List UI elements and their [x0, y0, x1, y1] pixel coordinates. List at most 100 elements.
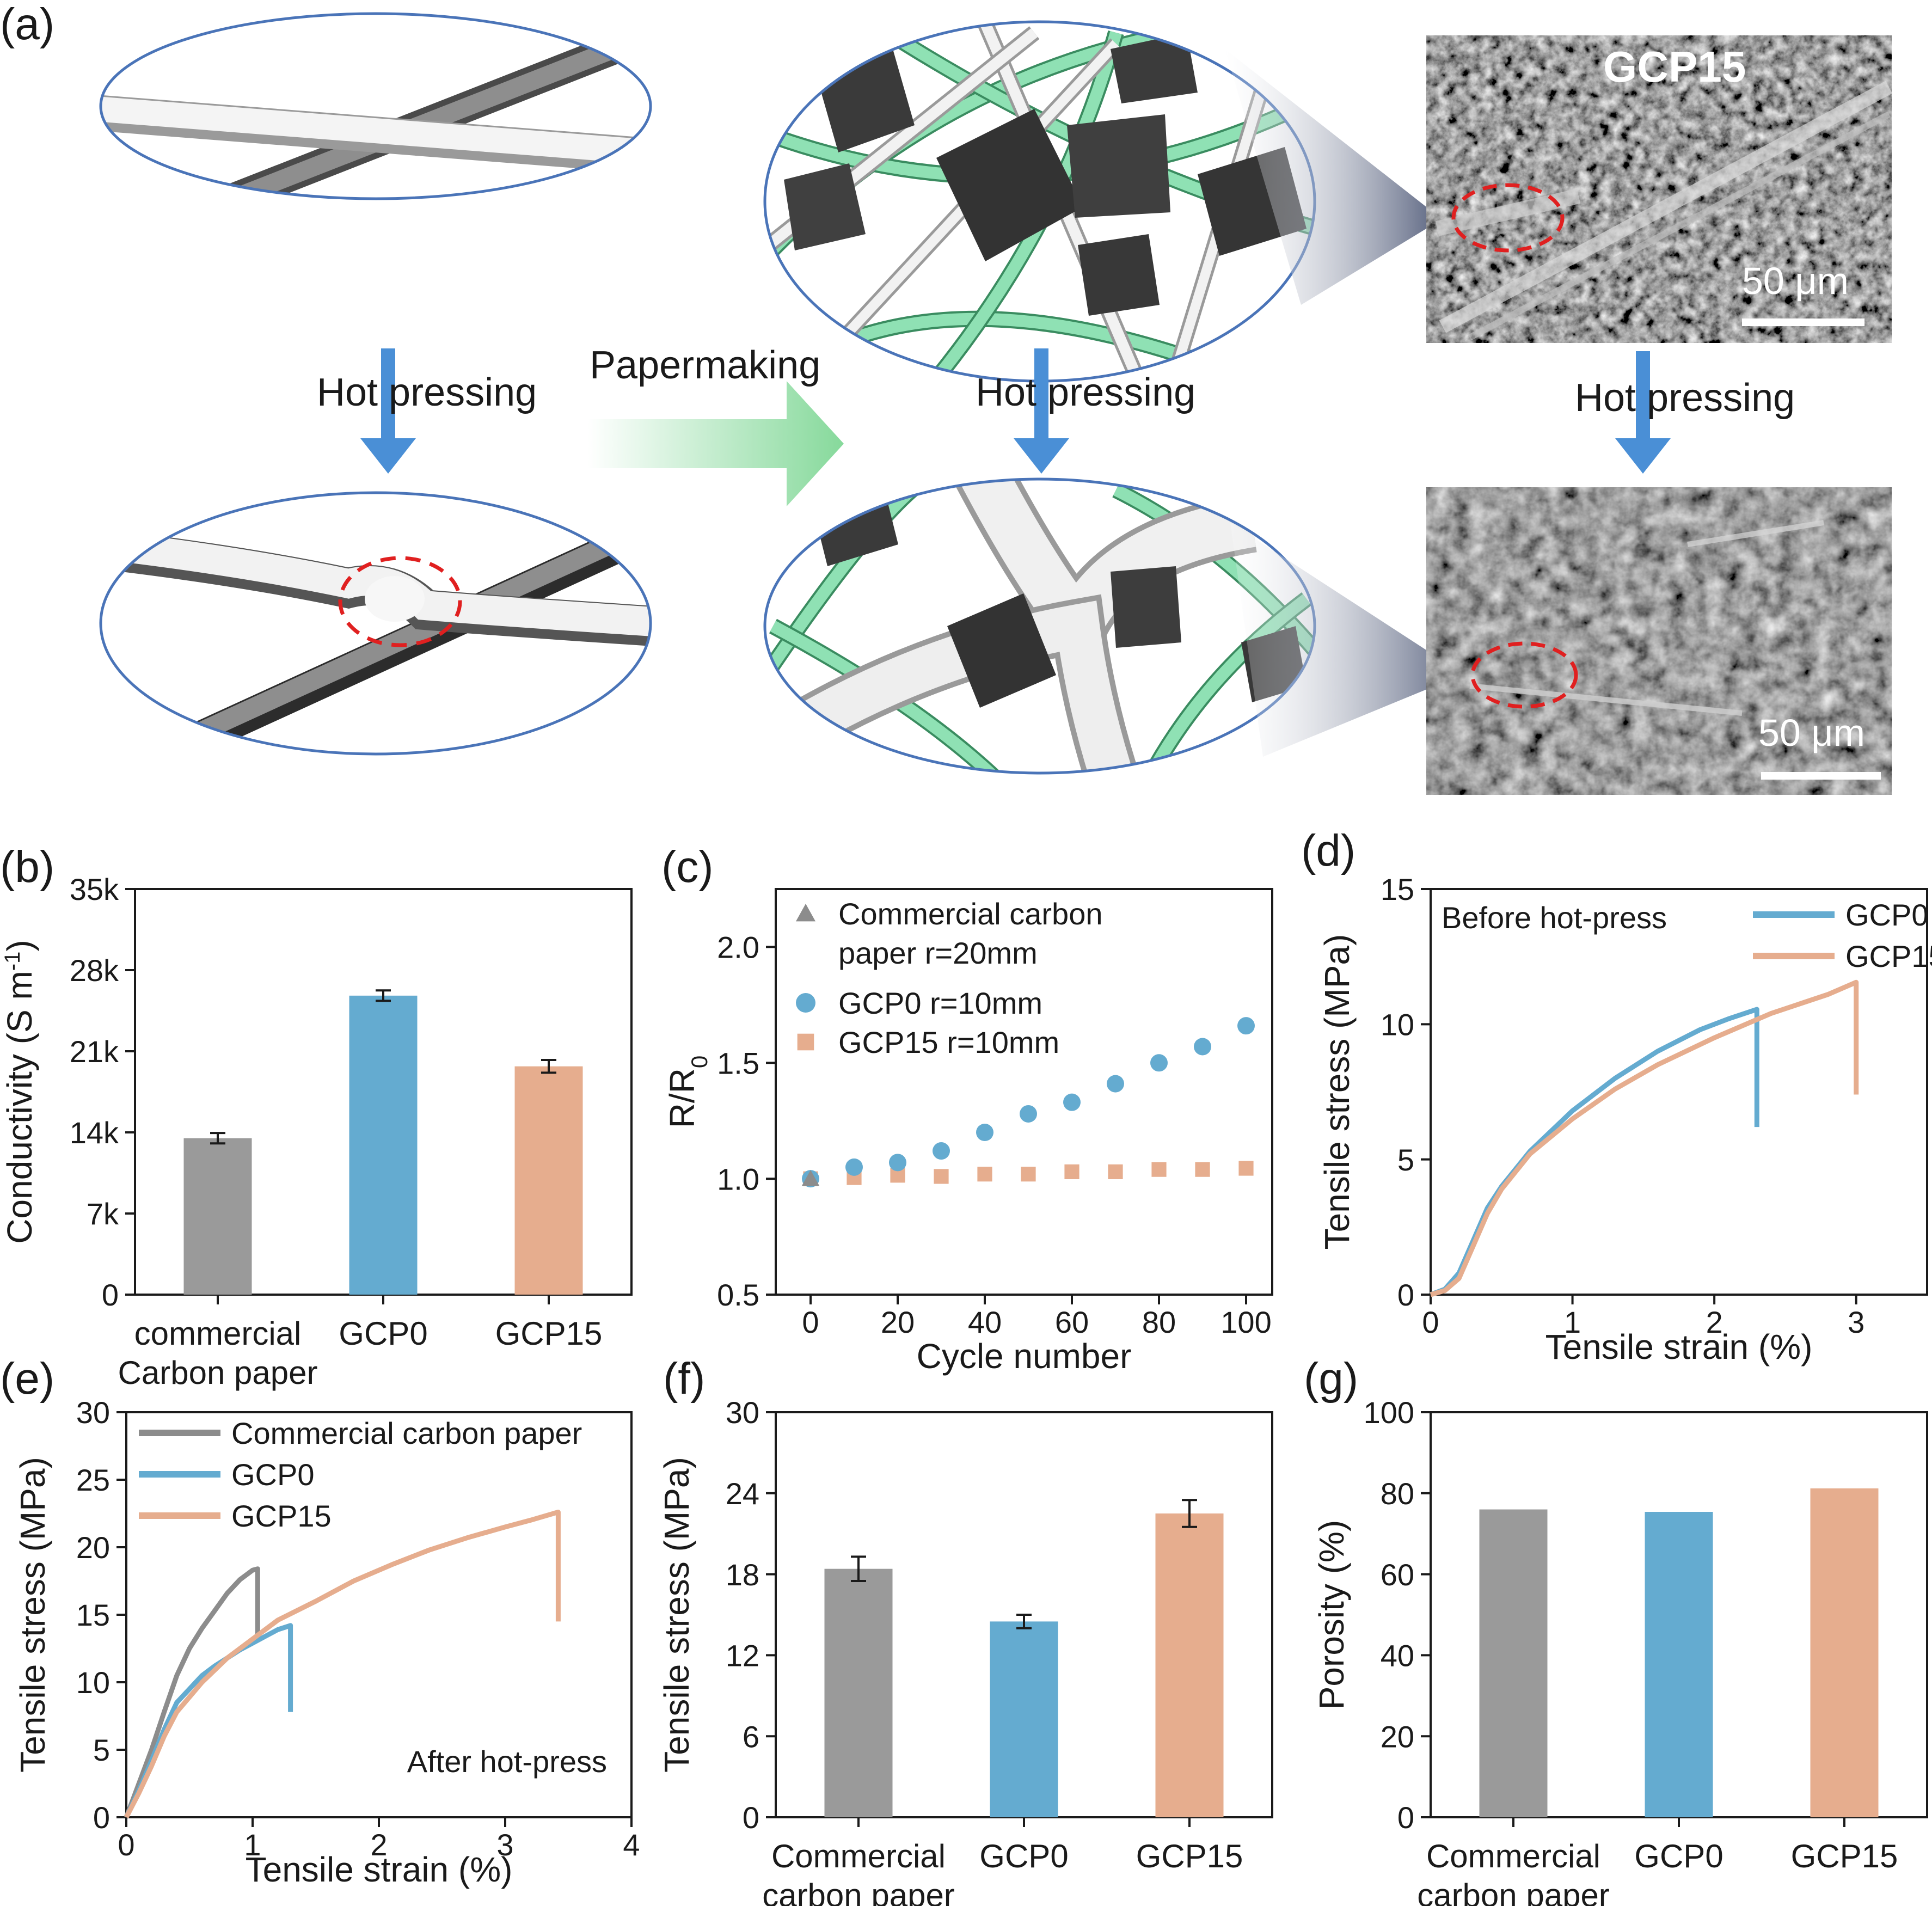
legend-label-c-3: GCP15 r=10mm	[838, 1025, 1059, 1059]
bar-b-1	[349, 995, 418, 1295]
legend-label-d-0: GCP0	[1845, 898, 1929, 932]
point-c-1-2	[889, 1154, 906, 1172]
chart-b-conductivity: 0 7k 14k 21k 28k 35k Conductivity (S m-1) comme…	[0, 872, 633, 1391]
bar-f-1	[990, 1621, 1058, 1817]
y-tick-label-c: 0.5	[717, 1278, 759, 1312]
hot-pressing-arrow-middle	[1014, 348, 1069, 474]
papermaking-label: Papermaking	[590, 344, 820, 387]
y-tick-label-g: 80	[1381, 1476, 1414, 1511]
y-tick-label-e: 10	[76, 1665, 110, 1700]
x-axis-label-e: Tensile strain (%)	[246, 1850, 513, 1889]
y-tick-label-b: 21k	[70, 1034, 119, 1069]
hot-pressing-label-right: Hot pressing	[1575, 376, 1795, 420]
bar-f-2	[1155, 1513, 1224, 1817]
bar-g-0	[1479, 1509, 1548, 1817]
y-tick-label-f: 24	[726, 1476, 759, 1511]
y-tick-label-g: 0	[1397, 1800, 1414, 1835]
y-tick-label-g: 20	[1381, 1719, 1414, 1754]
fiber-ellipse-bottom-left	[99, 491, 652, 756]
y-tick-label-g: 100	[1364, 1395, 1414, 1430]
x-tick-label-b: commercial	[134, 1315, 302, 1352]
x-tick-label-c: 40	[968, 1305, 1002, 1339]
point-c-1-6	[1063, 1093, 1081, 1111]
point-c-2-7	[1108, 1164, 1123, 1179]
y-tick-label-f: 18	[726, 1558, 759, 1592]
panel-label-f: (f)	[663, 1354, 705, 1404]
y-tick-label-c: 1.0	[717, 1162, 759, 1196]
x-tick-label-b: GCP15	[495, 1315, 603, 1352]
hot-pressing-label-middle: Hot pressing	[976, 371, 1195, 414]
y-axis-label-c: R/R0	[663, 1056, 712, 1129]
y-tick-label-e: 20	[76, 1530, 110, 1565]
x-tick-label-e: 1	[244, 1828, 261, 1862]
annotation-e: After hot-press	[407, 1744, 607, 1779]
papermaking-arrow	[588, 381, 844, 506]
y-tick-label-g: 40	[1381, 1639, 1414, 1673]
point-c-1-4	[976, 1124, 993, 1141]
bar-g-2	[1810, 1488, 1879, 1817]
y-tick-label-e: 25	[76, 1463, 110, 1497]
fiber-ellipse-top-left	[99, 12, 652, 200]
chart-f-tensile-stress: 0 6 12 18 24 30 Tensile stress (MPa) Commercial…	[657, 1395, 1273, 1906]
sem-image-bottom: 50 μm	[1426, 487, 1892, 795]
y-tick-label-c: 1.5	[717, 1046, 759, 1080]
panel-a: (a)	[0, 0, 1893, 795]
zoom-fan-top	[1225, 49, 1426, 305]
point-c-2-5	[1021, 1167, 1036, 1182]
legend-label-d-1: GCP15	[1845, 939, 1932, 973]
y-axis-label-d: Tensile stress (MPa)	[1317, 934, 1357, 1250]
point-c-2-4	[977, 1167, 992, 1182]
x-tick-label-g: carbon paper	[1417, 1877, 1610, 1906]
panel-label-b: (b)	[0, 842, 54, 892]
point-c-1-5	[1020, 1105, 1037, 1123]
legend-label-e-1: GCP0	[231, 1457, 315, 1492]
point-c-1-1	[845, 1158, 863, 1176]
chart-c-resistance-ratio: 0.5 1.0 1.5 2.0 0 20 40 60 80 100 R/R0 Cycle number…	[663, 888, 1273, 1376]
hot-pressing-arrow-left	[360, 348, 416, 474]
point-c-1-3	[933, 1142, 950, 1160]
point-c-2-6	[1064, 1164, 1080, 1179]
y-tick-label-e: 5	[93, 1733, 110, 1767]
bar-g-1	[1645, 1512, 1713, 1817]
y-axis-label-f: Tensile stress (MPa)	[657, 1457, 696, 1773]
y-axis-label-e: Tensile stress (MPa)	[13, 1457, 52, 1773]
point-c-2-9	[1195, 1162, 1210, 1177]
x-tick-label-f: GCP0	[979, 1838, 1068, 1874]
x-tick-label-f: GCP15	[1136, 1838, 1243, 1874]
legend-marker-c-0	[796, 904, 815, 922]
panel-label-a: (a)	[0, 0, 54, 49]
x-tick-label-d: 3	[1848, 1305, 1864, 1339]
x-tick-label-d: 1	[1564, 1305, 1581, 1339]
y-tick-label-f: 30	[726, 1395, 759, 1430]
bar-f-0	[824, 1568, 893, 1817]
series-line-e-2	[124, 1510, 561, 1819]
y-tick-label-b: 28k	[70, 953, 119, 988]
point-c-1-8	[1150, 1054, 1168, 1072]
panel-label-e: (e)	[0, 1354, 54, 1404]
bar-b-0	[183, 1138, 252, 1295]
x-tick-label-f: Commercial	[771, 1838, 946, 1874]
panel-label-c: (c)	[661, 842, 714, 892]
hot-pressing-label-left: Hot pressing	[317, 371, 537, 414]
legend-marker-c-2	[797, 1033, 814, 1051]
point-c-2-8	[1151, 1162, 1167, 1177]
y-tick-label-b: 35k	[70, 872, 119, 906]
y-tick-label-g: 60	[1381, 1558, 1414, 1592]
series-line-e-0	[124, 1566, 260, 1818]
x-tick-label-g: GCP0	[1634, 1838, 1723, 1874]
point-c-1-7	[1107, 1075, 1124, 1093]
y-tick-label-d: 15	[1381, 872, 1414, 906]
point-c-1-9	[1194, 1038, 1211, 1056]
x-tick-label-c: 100	[1220, 1305, 1271, 1339]
panel-label-g: (g)	[1304, 1354, 1358, 1404]
x-tick-label-e: 0	[118, 1828, 134, 1862]
chart-d-before-hot-press: 0 5 10 15 0 1 2 3 Tensile stress (MPa) Tensile st…	[1317, 872, 1932, 1366]
x-tick-label-c: 80	[1142, 1305, 1176, 1339]
x-tick-label-d: 0	[1422, 1305, 1439, 1339]
legend-marker-c-1	[796, 993, 815, 1013]
legend-label-e-0: Commercial carbon paper	[231, 1416, 582, 1450]
x-axis-label-c: Cycle number	[917, 1337, 1132, 1376]
x-tick-label-e: 4	[623, 1828, 640, 1862]
scale-bar-bottom	[1761, 772, 1881, 780]
